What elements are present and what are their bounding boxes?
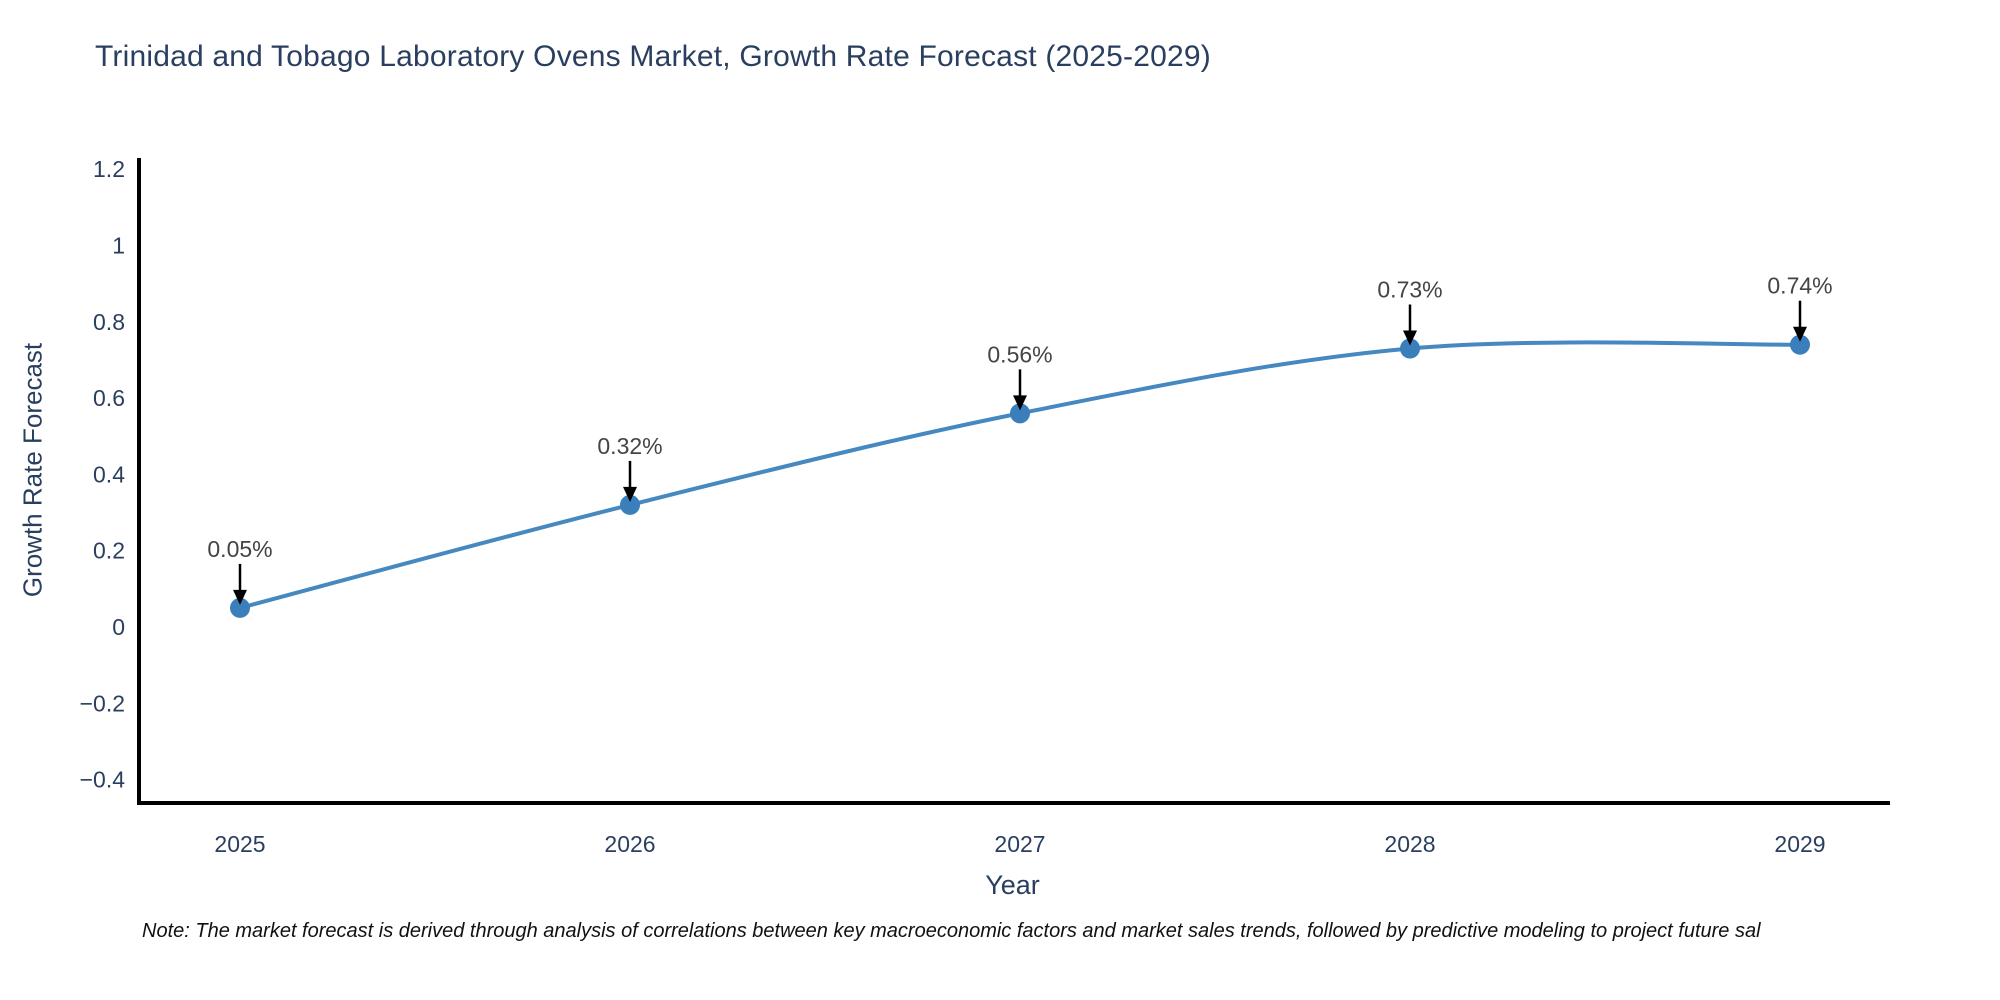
data-point-marker bbox=[230, 597, 250, 618]
y-tick-label: 0.6 bbox=[93, 385, 125, 411]
x-tick-label: 2027 bbox=[994, 831, 1045, 857]
chart-title: Trinidad and Tobago Laboratory Ovens Mar… bbox=[95, 40, 1211, 73]
annotation-arrow-head bbox=[233, 589, 247, 605]
annotation-arrow-head bbox=[1403, 330, 1417, 346]
point-annotation-label: 0.32% bbox=[597, 433, 662, 459]
footnote: Note: The market forecast is derived thr… bbox=[142, 920, 1761, 942]
point-annotation-label: 0.05% bbox=[207, 536, 272, 562]
y-tick-label: −0.4 bbox=[80, 767, 126, 793]
data-point-marker bbox=[1010, 403, 1030, 424]
y-tick-label: 0.4 bbox=[93, 461, 125, 487]
data-point-marker bbox=[620, 494, 640, 515]
data-point-marker bbox=[1790, 334, 1810, 355]
y-tick-label: −0.2 bbox=[80, 690, 125, 716]
point-annotation-label: 0.73% bbox=[1377, 277, 1442, 303]
data-point-marker bbox=[1400, 338, 1420, 359]
x-tick-label: 2025 bbox=[214, 831, 265, 857]
y-tick-label: 0 bbox=[112, 614, 125, 640]
point-annotation-label: 0.56% bbox=[987, 341, 1052, 367]
annotation-arrow-head bbox=[1793, 326, 1807, 342]
x-tick-label: 2028 bbox=[1384, 831, 1435, 857]
y-tick-label: 0.8 bbox=[93, 309, 125, 335]
y-tick-label: 1 bbox=[112, 233, 125, 259]
x-axis-title: Year bbox=[985, 870, 1040, 900]
y-tick-label: 1.2 bbox=[93, 156, 125, 182]
annotation-arrow-head bbox=[1013, 395, 1027, 411]
x-tick-label: 2029 bbox=[1774, 831, 1825, 857]
y-tick-label: 0.2 bbox=[93, 538, 125, 564]
point-annotation-label: 0.74% bbox=[1767, 273, 1832, 299]
annotation-arrow-head bbox=[623, 486, 637, 502]
x-tick-label: 2026 bbox=[604, 831, 655, 857]
